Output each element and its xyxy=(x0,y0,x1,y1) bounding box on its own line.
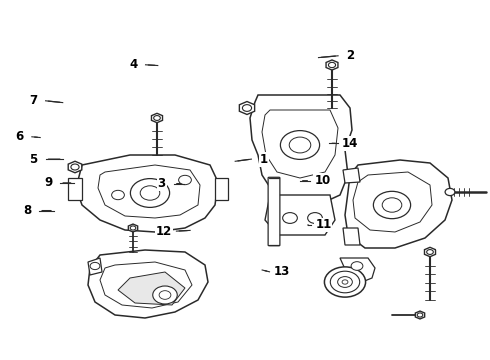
Text: 1: 1 xyxy=(260,153,268,166)
Polygon shape xyxy=(239,102,255,114)
Circle shape xyxy=(159,291,171,299)
Circle shape xyxy=(153,286,177,304)
Circle shape xyxy=(338,276,352,287)
Circle shape xyxy=(243,105,251,111)
Polygon shape xyxy=(265,195,335,235)
Polygon shape xyxy=(118,272,185,305)
Polygon shape xyxy=(343,168,360,183)
Polygon shape xyxy=(88,250,208,318)
Polygon shape xyxy=(340,258,375,282)
Circle shape xyxy=(427,249,433,255)
Text: 12: 12 xyxy=(156,225,172,238)
Circle shape xyxy=(373,191,411,219)
Text: 3: 3 xyxy=(158,177,166,190)
Polygon shape xyxy=(416,311,425,319)
Circle shape xyxy=(289,137,311,153)
Polygon shape xyxy=(68,161,82,173)
Circle shape xyxy=(154,116,160,121)
Polygon shape xyxy=(88,258,102,275)
Text: 10: 10 xyxy=(314,174,331,187)
Polygon shape xyxy=(68,178,82,200)
Circle shape xyxy=(351,262,363,270)
Polygon shape xyxy=(151,113,163,123)
Text: 13: 13 xyxy=(273,265,290,278)
Circle shape xyxy=(382,198,402,212)
Circle shape xyxy=(112,190,124,200)
Polygon shape xyxy=(345,160,452,248)
Circle shape xyxy=(130,179,170,207)
Circle shape xyxy=(140,186,160,200)
Text: 7: 7 xyxy=(29,94,37,107)
Circle shape xyxy=(280,131,319,159)
Circle shape xyxy=(130,226,136,230)
Polygon shape xyxy=(76,155,218,232)
Text: 11: 11 xyxy=(315,219,332,231)
Circle shape xyxy=(330,271,360,293)
Text: 14: 14 xyxy=(342,137,359,150)
Circle shape xyxy=(179,175,192,185)
Text: 6: 6 xyxy=(16,130,24,143)
Polygon shape xyxy=(353,172,432,232)
Circle shape xyxy=(283,213,297,224)
Text: 5: 5 xyxy=(29,153,37,166)
Text: 8: 8 xyxy=(23,204,31,217)
Polygon shape xyxy=(250,95,352,205)
Polygon shape xyxy=(343,228,360,245)
Circle shape xyxy=(445,188,455,195)
Polygon shape xyxy=(424,247,436,257)
Text: 2: 2 xyxy=(346,49,354,62)
Circle shape xyxy=(417,313,423,317)
Polygon shape xyxy=(100,262,192,308)
Polygon shape xyxy=(128,224,138,232)
Circle shape xyxy=(90,262,100,270)
Circle shape xyxy=(328,62,336,68)
Text: 4: 4 xyxy=(129,58,137,71)
Polygon shape xyxy=(326,60,338,70)
Polygon shape xyxy=(215,178,228,200)
Polygon shape xyxy=(262,110,338,178)
FancyBboxPatch shape xyxy=(268,177,280,246)
Polygon shape xyxy=(98,165,200,218)
Circle shape xyxy=(308,213,322,224)
Circle shape xyxy=(71,164,79,170)
Circle shape xyxy=(324,267,366,297)
Text: 9: 9 xyxy=(44,176,52,189)
Circle shape xyxy=(342,280,348,284)
